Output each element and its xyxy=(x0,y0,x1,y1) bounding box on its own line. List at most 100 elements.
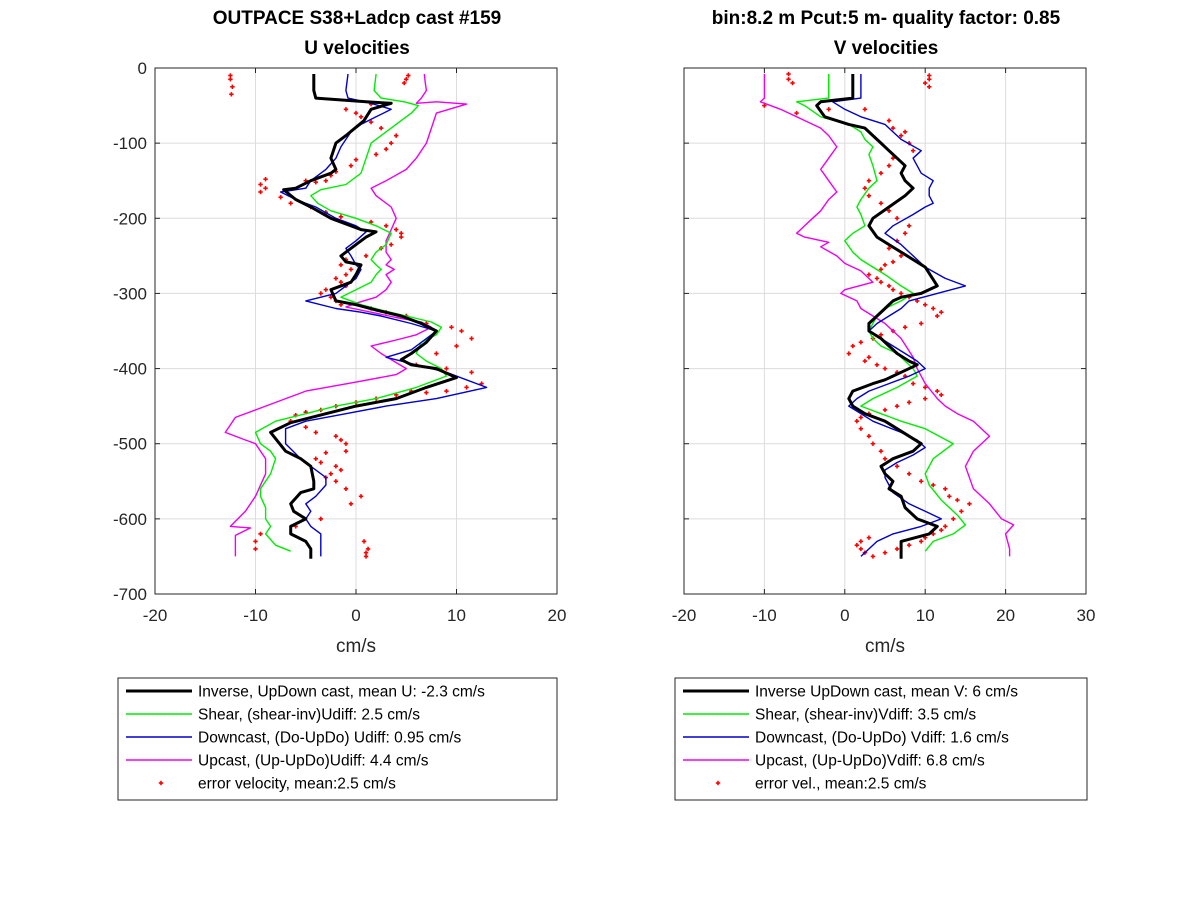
u-error-point xyxy=(363,253,369,259)
u-ytick-label: -300 xyxy=(113,284,147,303)
v-error-point xyxy=(890,125,896,131)
u-error-point xyxy=(388,140,394,146)
u-legend-label: Shear, (shear-inv)Udiff: 2.5 cm/s xyxy=(198,707,420,724)
u-ytick-label: -400 xyxy=(113,360,147,379)
u-error-point xyxy=(288,201,293,206)
v-error-point xyxy=(931,306,936,311)
v-error-point xyxy=(906,471,912,476)
v-series-line-3 xyxy=(759,74,1015,557)
v-axes-box xyxy=(683,67,1087,595)
u-error-point xyxy=(338,437,344,443)
u-ytick-label: -200 xyxy=(113,209,147,228)
v-xtick-label: 10 xyxy=(916,606,935,625)
v-xtick-label: 30 xyxy=(1077,606,1096,625)
u-error-point xyxy=(348,267,354,272)
u-error-point xyxy=(365,546,371,552)
u-error-point xyxy=(424,390,429,395)
v-error-point xyxy=(890,287,896,292)
v-error-point xyxy=(927,77,932,82)
v-error-point xyxy=(894,403,900,409)
v-error-point xyxy=(906,542,912,548)
u-error-point xyxy=(363,550,369,555)
v-error-point xyxy=(918,539,924,544)
v-error-point xyxy=(894,546,900,552)
right-title-line2: V velocities xyxy=(834,38,939,59)
u-legend-marker xyxy=(158,780,164,786)
v-error-point xyxy=(882,407,888,413)
u-error-point xyxy=(328,471,334,476)
v-error-point xyxy=(955,497,960,503)
u-error-point xyxy=(333,434,339,439)
u-error-point xyxy=(323,178,329,183)
u-error-point xyxy=(444,366,449,371)
u-error-point xyxy=(318,460,324,465)
u-error-point xyxy=(394,133,399,138)
u-xtick-label: 10 xyxy=(447,606,466,625)
v-error-velocity-markers xyxy=(762,71,972,559)
v-error-point xyxy=(898,253,904,259)
v-error-point xyxy=(943,486,948,491)
v-error-point xyxy=(935,313,940,319)
u-error-point xyxy=(361,539,367,544)
u-error-point xyxy=(323,287,329,292)
u-legend: Inverse, UpDown cast, mean U: -2.3 cm/s S… xyxy=(117,677,558,801)
v-error-point xyxy=(854,542,860,548)
u-error-point xyxy=(228,73,233,78)
u-error-point xyxy=(303,424,308,430)
v-legend-box xyxy=(674,677,1088,801)
v-error-point xyxy=(862,358,868,364)
v-error-point xyxy=(874,362,880,368)
v-error-point xyxy=(923,80,928,86)
v-error-point xyxy=(858,539,864,544)
u-error-point xyxy=(333,479,339,484)
v-error-point xyxy=(939,392,944,398)
u-error-point xyxy=(459,328,464,334)
u-legend-label: Downcast, (Do-UpDo) Udiff: 0.95 cm/s xyxy=(198,730,462,747)
u-error-point xyxy=(343,486,349,491)
u-error-point xyxy=(338,279,344,285)
u-error-point xyxy=(449,325,454,330)
v-error-point xyxy=(866,434,872,439)
v-error-point xyxy=(886,163,892,168)
u-error-point xyxy=(434,351,439,356)
v-error-point xyxy=(935,388,940,394)
u-error-point xyxy=(229,92,234,97)
v-error-point xyxy=(927,84,932,89)
u-error-point xyxy=(253,539,258,544)
v-error-point xyxy=(866,178,872,183)
v-error-point xyxy=(878,279,884,285)
u-error-point xyxy=(313,180,318,185)
v-error-point xyxy=(886,246,892,251)
v-error-point xyxy=(846,351,852,356)
u-error-point xyxy=(469,336,474,341)
v-error-point xyxy=(967,501,972,507)
v-error-point xyxy=(918,479,924,484)
v-error-point xyxy=(878,449,884,454)
v-xlabel: cm/s xyxy=(865,636,905,657)
v-error-point xyxy=(866,193,872,198)
v-error-point xyxy=(858,340,864,345)
u-error-point xyxy=(464,385,469,390)
u-error-point xyxy=(383,146,389,152)
u-error-point xyxy=(343,441,349,446)
v-series-group xyxy=(759,71,1015,559)
u-error-point xyxy=(348,501,354,507)
u-error-point xyxy=(358,494,364,499)
u-error-point xyxy=(348,163,354,168)
u-error-point xyxy=(404,77,409,82)
v-error-point xyxy=(866,272,872,277)
v-error-point xyxy=(882,262,888,268)
u-error-point xyxy=(444,388,449,394)
u-error-point xyxy=(258,182,263,187)
v-error-point xyxy=(790,80,795,86)
v-error-point xyxy=(931,482,936,488)
v-error-point xyxy=(951,516,956,522)
u-error-point xyxy=(263,186,268,191)
v-error-point xyxy=(858,426,864,431)
v-error-point xyxy=(906,223,912,228)
v-error-point xyxy=(862,107,868,112)
v-error-point xyxy=(931,531,936,537)
v-error-point xyxy=(866,535,872,540)
u-error-point xyxy=(469,370,474,375)
v-series-line-1 xyxy=(795,74,967,552)
